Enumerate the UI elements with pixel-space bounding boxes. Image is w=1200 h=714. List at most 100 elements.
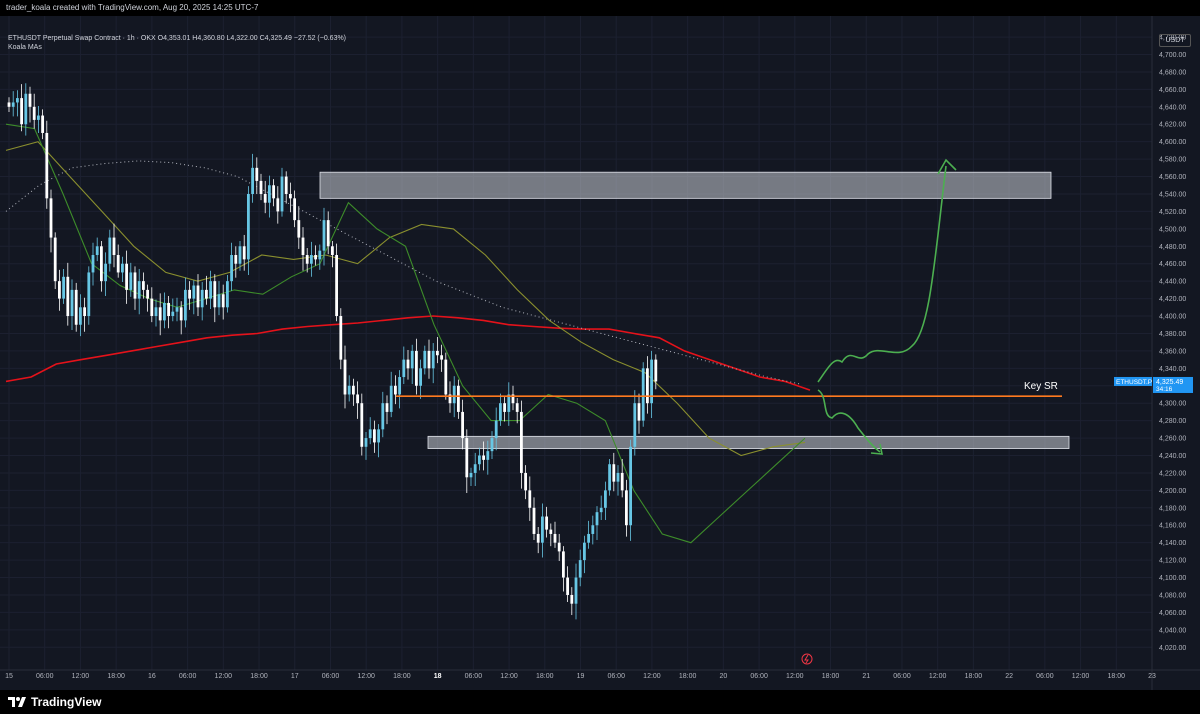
candle-body: [259, 180, 263, 194]
candle-body: [121, 263, 124, 273]
candle-body: [28, 93, 32, 107]
candle-body: [503, 403, 506, 412]
x-tick-label: 06:00: [607, 673, 625, 680]
candle-body: [100, 246, 103, 282]
candle-body: [406, 359, 410, 369]
y-tick-label: 4,520.00: [1159, 209, 1186, 216]
y-tick-label: 4,160.00: [1159, 523, 1186, 530]
candle-body: [247, 193, 250, 260]
brand-name: TradingView: [31, 695, 102, 709]
candle-body: [511, 394, 515, 404]
candle-body: [385, 403, 389, 412]
candle-body: [268, 185, 271, 203]
candle-body: [322, 220, 326, 251]
candle-body: [112, 237, 116, 256]
candle-body: [289, 193, 292, 199]
candle-body: [238, 246, 242, 264]
candle-body: [125, 263, 128, 290]
x-tick-label: 18:00: [536, 673, 554, 680]
x-tick-label: 19: [577, 673, 585, 680]
y-tick-label: 4,340.00: [1159, 366, 1186, 373]
x-tick-label: 18:00: [822, 673, 840, 680]
x-tick-label: 12:00: [643, 673, 661, 680]
candle-body: [95, 246, 99, 256]
candle-body: [360, 403, 364, 447]
candle-body: [410, 350, 414, 369]
symbol-tag: [1114, 376, 1152, 386]
candle-body: [499, 403, 502, 421]
candle-body: [578, 560, 582, 578]
footer-bar: TradingView: [0, 690, 1200, 714]
x-tick-label: 06:00: [36, 673, 54, 680]
y-tick-label: 4,200.00: [1159, 488, 1186, 495]
candle-body: [436, 350, 439, 356]
candle-body: [427, 350, 431, 369]
candle-body: [465, 438, 469, 478]
x-tick-label: 12:00: [500, 673, 518, 680]
candle-body: [280, 176, 284, 212]
x-tick-label: 18:00: [679, 673, 697, 680]
x-tick-label: 12:00: [929, 673, 947, 680]
candle-body: [591, 525, 595, 534]
candle-body: [595, 512, 599, 526]
x-tick-label: 06:00: [179, 673, 197, 680]
ma-red-line: [5, 315, 811, 391]
candle-body: [251, 167, 254, 194]
y-tick-label: 4,460.00: [1159, 261, 1186, 268]
indicator-label[interactable]: Koala MAs: [8, 44, 42, 51]
y-tick-label: 4,660.00: [1159, 87, 1186, 94]
candle-body: [612, 464, 616, 482]
candle-body: [562, 551, 565, 578]
candle-body: [599, 507, 603, 513]
candle-body: [557, 542, 561, 552]
candle-body: [66, 276, 70, 317]
candle-body: [629, 446, 632, 526]
candle-body: [646, 368, 649, 404]
candle-body: [482, 455, 485, 460]
candle-body: [104, 263, 107, 282]
candle-body: [444, 359, 448, 395]
x-tick-label: 23: [1148, 673, 1156, 680]
y-tick-label: 4,440.00: [1159, 279, 1186, 286]
chart-canvas[interactable]: Key SR 4,720.004,700.004,680.004,660.004…: [0, 16, 1200, 690]
y-tick-label: 4,600.00: [1159, 139, 1186, 146]
candle-body: [394, 385, 397, 395]
candle-body: [150, 298, 154, 317]
candle-body: [133, 272, 137, 299]
x-tick-label: 06:00: [465, 673, 483, 680]
candle-body: [347, 385, 351, 395]
candle-body: [142, 281, 145, 290]
x-tick-label: 17: [291, 673, 299, 680]
candle-body: [163, 302, 166, 321]
x-tick-label: 12:00: [357, 673, 375, 680]
chart-area[interactable]: Key SR 4,720.00 4,700.00 4,680.00 4,660.00 4…: [0, 16, 1200, 690]
candle-body: [419, 368, 422, 386]
candle-body: [41, 115, 44, 133]
y-tick-label: 4,080.00: [1159, 592, 1186, 599]
candle-body: [536, 533, 540, 543]
candle-body: [625, 490, 628, 526]
tradingview-logo-icon: [8, 697, 26, 707]
candle-body: [364, 438, 368, 447]
y-tick-label: 4,400.00: [1159, 314, 1186, 321]
y-tick-label: 4,560.00: [1159, 174, 1186, 181]
candle-body: [524, 472, 527, 491]
currency-button[interactable]: USDT: [1159, 34, 1191, 47]
candle-body: [276, 198, 280, 212]
x-tick-label: 06:00: [750, 673, 768, 680]
event-lightning-icon: [801, 653, 813, 665]
candle-body: [305, 255, 309, 264]
y-tick-label: 4,180.00: [1159, 505, 1186, 512]
candle-body: [490, 438, 494, 452]
candle-body: [175, 307, 179, 312]
x-tick-label: 16: [148, 673, 156, 680]
y-tick-label: 4,580.00: [1159, 157, 1186, 164]
price-scale: 4,720.00 4,700.00 4,680.00 4,660.00 4,640.00…: [1114, 16, 1200, 690]
x-tick-label: 18:00: [393, 673, 411, 680]
y-tick-label: 4,240.00: [1159, 453, 1186, 460]
y-tick-label: 4,540.00: [1159, 191, 1186, 198]
candle-body: [448, 394, 452, 404]
candle-body: [301, 237, 305, 256]
candle-body: [486, 451, 490, 460]
candle-body: [326, 220, 330, 247]
